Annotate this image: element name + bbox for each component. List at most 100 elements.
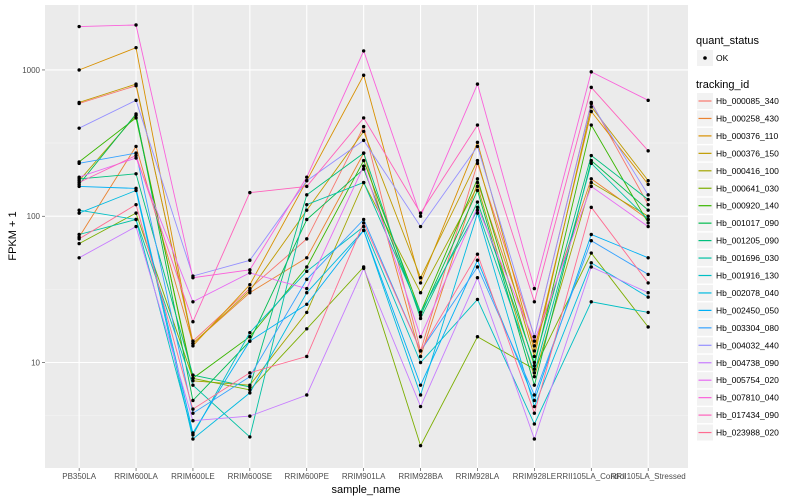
data-point-Hb_000376_110 <box>248 283 252 287</box>
data-point-Hb_000258_430 <box>475 180 480 185</box>
data-point-Hb_004738_090 <box>134 224 138 229</box>
data-point-Hb_001205_090 <box>361 151 366 155</box>
data-point-Hb_002078_040 <box>191 437 195 441</box>
legend-label: Hb_001205_090 <box>716 236 779 246</box>
x-tick-label: RRIM600PE <box>285 472 329 481</box>
data-point-Hb_007810_040 <box>532 286 537 291</box>
data-point-Hb_000920_140 <box>134 116 138 120</box>
data-point-Hb_005754_020 <box>589 184 593 189</box>
data-point-Hb_001916_130 <box>475 297 480 302</box>
legend-label: Hb_000641_030 <box>716 183 779 193</box>
data-point-Hb_000416_100 <box>532 374 537 379</box>
data-point-Hb_004738_090 <box>361 266 366 271</box>
data-point-Hb_004738_090 <box>248 414 252 418</box>
data-point-Hb_023988_020 <box>532 411 537 415</box>
x-tick-label: RRIM901LA <box>342 472 386 481</box>
legend-label: Hb_000416_100 <box>716 166 779 176</box>
data-point-Hb_007810_040 <box>191 275 195 280</box>
legend-label: Hb_001916_130 <box>716 271 779 281</box>
data-point-Hb_017434_090 <box>646 149 650 153</box>
data-point-Hb_000376_150 <box>248 288 252 293</box>
data-point-Hb_001696_030 <box>532 371 537 375</box>
data-point-Hb_000920_140 <box>361 158 366 163</box>
legend-label: Hb_001017_090 <box>716 218 779 228</box>
data-point-Hb_000416_100 <box>305 310 309 315</box>
data-point-Hb_001205_090 <box>646 197 650 202</box>
data-point-Hb_001696_030 <box>361 180 366 185</box>
data-point-Hb_000258_430 <box>134 144 138 149</box>
data-point-Hb_001017_090 <box>532 383 537 387</box>
data-point-Hb_002450_050 <box>77 184 81 189</box>
x-tick-label: PB350LA <box>62 472 96 481</box>
plot-panel <box>45 5 688 468</box>
legend-label: Hb_004032_440 <box>716 340 779 350</box>
data-point-Hb_000085_340 <box>646 202 650 207</box>
data-point-Hb_005754_020 <box>532 339 537 343</box>
legend-item: Hb_000641_030 <box>697 180 779 197</box>
legend-label: Hb_002450_050 <box>716 305 779 315</box>
data-point-Hb_000376_150 <box>475 158 480 163</box>
x-tick-label: RRIM928LE <box>513 472 557 481</box>
data-point-Hb_001916_130 <box>134 217 138 222</box>
data-point-Hb_003304_080 <box>134 151 138 155</box>
data-point-Hb_004738_090 <box>77 256 81 260</box>
data-point-Hb_003304_080 <box>305 277 309 282</box>
data-point-Hb_001916_130 <box>361 224 366 229</box>
data-point-Hb_001017_090 <box>589 158 593 163</box>
x-tick-label: RRIM600LE <box>171 472 215 481</box>
legend-item: Hb_000085_340 <box>697 93 779 109</box>
data-point-Hb_017434_090 <box>589 85 593 90</box>
data-point-Hb_004738_090 <box>589 265 593 269</box>
data-point-Hb_000376_150 <box>589 105 593 109</box>
data-point-Hb_002078_040 <box>305 291 309 295</box>
data-point-Hb_023988_020 <box>589 205 593 210</box>
data-point-Hb_005754_020 <box>475 205 480 210</box>
data-point-Hb_001696_030 <box>305 202 309 207</box>
data-point-Hb_001205_090 <box>475 200 480 204</box>
legend-item: Hb_000416_100 <box>697 162 779 179</box>
legend-label: Hb_000376_150 <box>716 148 779 158</box>
data-point-Hb_004032_440 <box>589 101 593 106</box>
data-point-Hb_002078_040 <box>475 211 480 215</box>
data-point-Hb_000376_150 <box>77 100 81 105</box>
data-point-Hb_004738_090 <box>191 419 195 423</box>
x-axis-title: sample_name <box>331 484 400 496</box>
data-point-Hb_004032_440 <box>646 193 650 197</box>
data-point-Hb_002078_040 <box>532 404 537 409</box>
data-point-Hb_002078_040 <box>589 261 593 265</box>
data-point-Hb_000920_140 <box>532 364 537 368</box>
data-point-Hb_003304_080 <box>248 374 252 379</box>
data-point-Hb_001916_130 <box>589 300 593 304</box>
data-point-Hb_005754_020 <box>134 156 138 160</box>
y-axis: 10 100 1000 <box>22 66 45 368</box>
legend-item: Hb_002078_040 <box>697 284 779 301</box>
legend-item: Hb_004738_090 <box>697 354 779 371</box>
data-point-Hb_001205_090 <box>305 193 309 197</box>
legend-label: Hb_000085_340 <box>716 96 779 106</box>
data-point-Hb_003304_080 <box>646 272 650 277</box>
data-point-Hb_000376_150 <box>646 178 650 183</box>
data-point-Hb_017434_090 <box>418 211 423 215</box>
x-tick-label: RRII105LA_Control <box>557 472 627 481</box>
data-point-Hb_000085_340 <box>305 237 309 241</box>
data-point-Hb_001017_090 <box>646 208 650 212</box>
series-points <box>77 23 650 448</box>
y-tick-label: 10 <box>31 359 40 368</box>
data-point-Hb_023988_020 <box>418 349 423 353</box>
data-point-Hb_001916_130 <box>418 360 423 365</box>
legend-label: Hb_000258_430 <box>716 113 779 123</box>
data-point-Hb_000376_110 <box>646 182 650 187</box>
legend-label: Hb_001696_030 <box>716 253 779 263</box>
data-point-Hb_000641_030 <box>418 443 423 448</box>
legend-item: Hb_000920_140 <box>697 197 779 214</box>
data-point-Hb_017434_090 <box>248 190 252 195</box>
data-point-Hb_002450_050 <box>361 228 366 233</box>
data-point-Hb_001017_090 <box>418 313 423 318</box>
data-point-Hb_005754_020 <box>248 271 252 275</box>
x-axis: PB350LA RRIM600LA RRIM600LE RRIM600SE RRIM60… <box>62 468 686 481</box>
data-point-Hb_023988_020 <box>248 371 252 375</box>
data-point-Hb_000258_430 <box>589 177 593 181</box>
legend-item: Hb_007810_040 <box>697 389 779 406</box>
legend-shape-label: OK <box>716 53 729 63</box>
data-point-Hb_001696_030 <box>418 310 423 315</box>
